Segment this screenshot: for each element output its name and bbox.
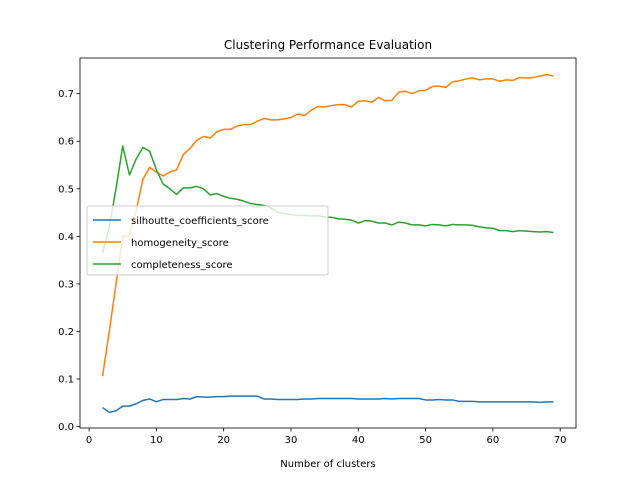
y-tick-label: 0.2 <box>58 327 74 338</box>
legend-label-2: homogeneity_score <box>131 238 229 249</box>
y-tick-label: 0.7 <box>58 89 74 100</box>
x-tick-label: 30 <box>285 435 298 446</box>
x-tick-label: 50 <box>419 435 432 446</box>
legend-box <box>86 205 329 276</box>
y-tick-label: 0.3 <box>58 279 74 290</box>
chart-title: Clustering Performance Evaluation <box>224 38 432 52</box>
x-tick-label: 0 <box>86 435 92 446</box>
legend-label-1: silhoutte_coefficients_score <box>131 216 269 227</box>
plot-area: 0 10 20 30 40 50 60 70 0.0 0.1 0.2 0.3 0.4 0.5 0.6 0.7 s… <box>58 57 577 446</box>
series-line-2 <box>101 73 554 377</box>
y-tick-label: 0.0 <box>58 422 74 433</box>
axes-frame <box>79 57 577 429</box>
x-axis-label: Number of clusters <box>280 459 375 470</box>
x-tick-label: 40 <box>352 435 365 446</box>
x-tick-label: 70 <box>554 435 567 446</box>
x-tick-label: 10 <box>150 435 163 446</box>
series-line-1 <box>102 395 554 414</box>
y-tick-label: 0.1 <box>58 375 74 386</box>
y-tick-label: 0.6 <box>58 137 74 148</box>
y-tick-label: 0.5 <box>58 184 74 195</box>
y-tick-label: 0.4 <box>58 232 74 243</box>
x-tick-label: 20 <box>217 435 230 446</box>
x-tick-label: 60 <box>487 435 500 446</box>
legend-label-3: completeness_score <box>131 260 233 271</box>
